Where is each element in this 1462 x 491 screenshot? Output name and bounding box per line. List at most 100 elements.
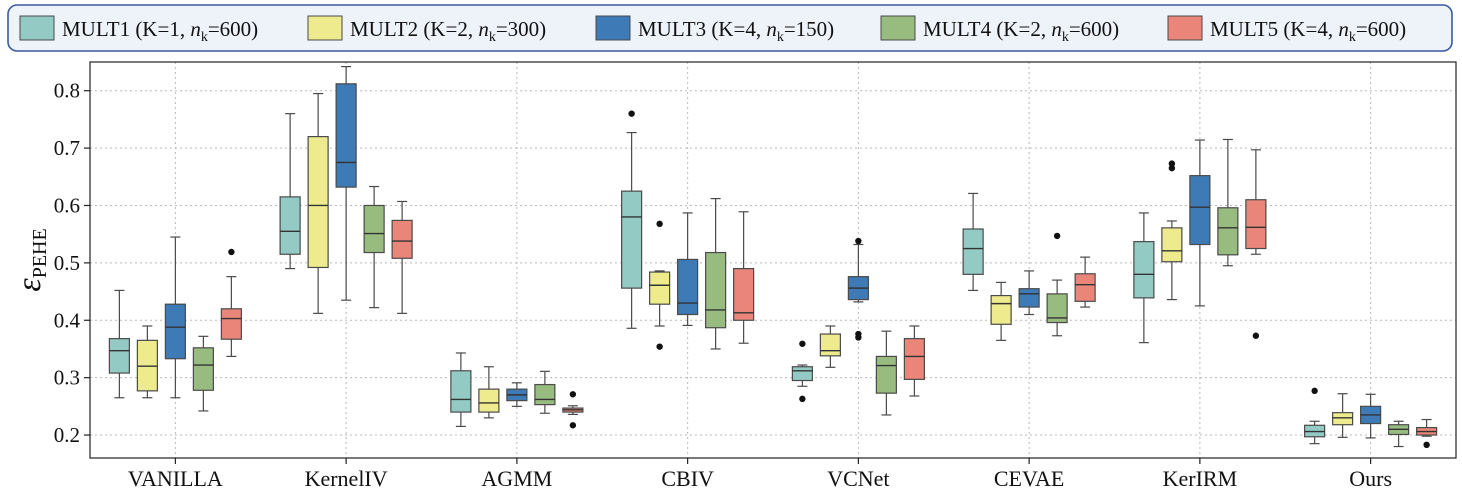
legend-frame xyxy=(7,4,1453,52)
box-iqr xyxy=(335,83,357,188)
box-kerirm-mult1 xyxy=(1133,212,1155,344)
outlier-point xyxy=(1168,164,1176,172)
y-axis-title: εPEHE xyxy=(11,228,51,291)
box-agmm-mult1 xyxy=(450,352,472,428)
box-cbiv-mult2 xyxy=(649,220,671,350)
legend-label: MULT4 (K=2, nk=600) xyxy=(923,17,1119,45)
legend-swatch xyxy=(595,15,631,41)
legend-item-mult3: MULT3 (K=4, nk=150) xyxy=(595,15,834,45)
box-agmm-mult2 xyxy=(478,366,500,419)
outlier-point xyxy=(799,340,806,347)
box-iqr xyxy=(1332,412,1354,426)
outlier-point xyxy=(1053,232,1061,240)
box-vanilla-mult2 xyxy=(136,325,158,399)
box-iqr xyxy=(192,347,214,391)
box-cbiv-mult5 xyxy=(733,211,755,344)
legend-swatch xyxy=(19,15,55,41)
box-iqr xyxy=(478,388,500,413)
legend-label: MULT2 (K=2, nk=300) xyxy=(350,17,546,45)
y-tick-label: 0.5 xyxy=(54,251,80,275)
box-series xyxy=(108,65,1438,448)
box-cevae-mult1 xyxy=(962,192,984,292)
y-tick-label: 0.4 xyxy=(54,308,81,332)
box-iqr xyxy=(220,308,242,340)
outlier-point xyxy=(855,237,862,245)
box-iqr xyxy=(1161,227,1183,263)
box-vcnet-mult5 xyxy=(903,325,925,397)
y-tick-label: 0.7 xyxy=(54,136,80,160)
outlier-point xyxy=(1168,160,1176,167)
box-kerneliv-mult2 xyxy=(307,92,329,314)
box-iqr xyxy=(391,219,413,259)
box-iqr xyxy=(534,383,556,406)
outlier-point xyxy=(656,220,663,228)
box-iqr xyxy=(677,258,699,316)
x-tick-label: KernelIV xyxy=(305,466,388,491)
box-kerirm-mult5 xyxy=(1245,149,1267,339)
box-iqr xyxy=(164,303,186,360)
outlier-point xyxy=(1423,441,1430,448)
box-kerneliv-mult1 xyxy=(279,113,301,270)
box-ours-mult4 xyxy=(1388,420,1410,448)
box-iqr xyxy=(1245,199,1267,250)
outlier-point xyxy=(799,395,806,403)
box-cbiv-mult3 xyxy=(677,212,699,327)
outlier-point xyxy=(855,334,862,341)
box-iqr xyxy=(962,228,984,275)
box-vanilla-mult3 xyxy=(164,236,186,399)
box-cevae-mult5 xyxy=(1074,256,1096,308)
outlier-point xyxy=(1252,332,1260,339)
box-kerneliv-mult3 xyxy=(335,65,357,301)
box-iqr xyxy=(990,294,1012,325)
y-tick-label: 0.2 xyxy=(54,423,80,447)
box-iqr xyxy=(875,355,897,394)
box-agmm-mult5 xyxy=(562,391,584,429)
box-vanilla-mult5 xyxy=(220,248,242,358)
box-kerirm-mult3 xyxy=(1189,139,1211,307)
box-iqr xyxy=(819,333,841,357)
box-iqr xyxy=(1189,175,1211,246)
box-ours-mult2 xyxy=(1332,393,1354,438)
box-kerneliv-mult5 xyxy=(391,200,413,314)
x-tick-label: VANILLA xyxy=(128,466,223,491)
box-iqr xyxy=(108,338,130,374)
box-iqr xyxy=(791,366,813,382)
y-tick-label: 0.6 xyxy=(54,193,80,217)
box-iqr xyxy=(621,190,643,289)
box-iqr xyxy=(450,370,472,413)
box-cevae-mult4 xyxy=(1046,232,1068,337)
x-tick-label: CBIV xyxy=(661,466,714,491)
box-cbiv-mult1 xyxy=(621,110,643,329)
box-vcnet-mult4 xyxy=(875,330,897,416)
legend-item-mult2: MULT2 (K=2, nk=300) xyxy=(307,15,546,45)
box-cevae-mult3 xyxy=(1018,270,1040,316)
box-agmm-mult3 xyxy=(506,382,528,407)
axes: 0.2 0.3 0.4 0.5 0.6 0.7 0.8 VANILLA KernelIV AGMM… xyxy=(11,61,1457,491)
legend-item-mult1: MULT1 (K=1, nk=600) xyxy=(19,15,258,45)
box-iqr xyxy=(363,204,385,254)
box-iqr xyxy=(649,271,671,305)
legend-label: MULT3 (K=4, nk=150) xyxy=(638,17,834,45)
box-iqr xyxy=(1074,273,1096,302)
box-iqr xyxy=(705,251,727,329)
box-agmm-mult4 xyxy=(534,370,556,414)
outlier-point xyxy=(569,422,577,429)
box-vcnet-mult3 xyxy=(847,237,869,341)
x-tick-label: Ours xyxy=(1349,466,1392,491)
box-vcnet-mult2 xyxy=(819,325,841,368)
legend: MULT1 (K=1, nk=600) MULT2 (K=2, nk=300) MU… xyxy=(7,4,1453,52)
box-iqr xyxy=(307,136,329,269)
plot-frame xyxy=(89,61,1457,459)
box-vanilla-mult4 xyxy=(192,335,214,412)
outlier-point xyxy=(628,110,635,117)
x-tick-label: CEVAE xyxy=(994,466,1065,491)
legend-swatch xyxy=(307,15,343,41)
outlier-point xyxy=(569,391,577,398)
box-iqr xyxy=(733,268,755,321)
grid xyxy=(90,62,1456,458)
box-iqr xyxy=(279,196,301,255)
outlier-point xyxy=(228,248,235,256)
box-kerirm-mult4 xyxy=(1217,138,1239,267)
box-iqr xyxy=(1217,207,1239,256)
